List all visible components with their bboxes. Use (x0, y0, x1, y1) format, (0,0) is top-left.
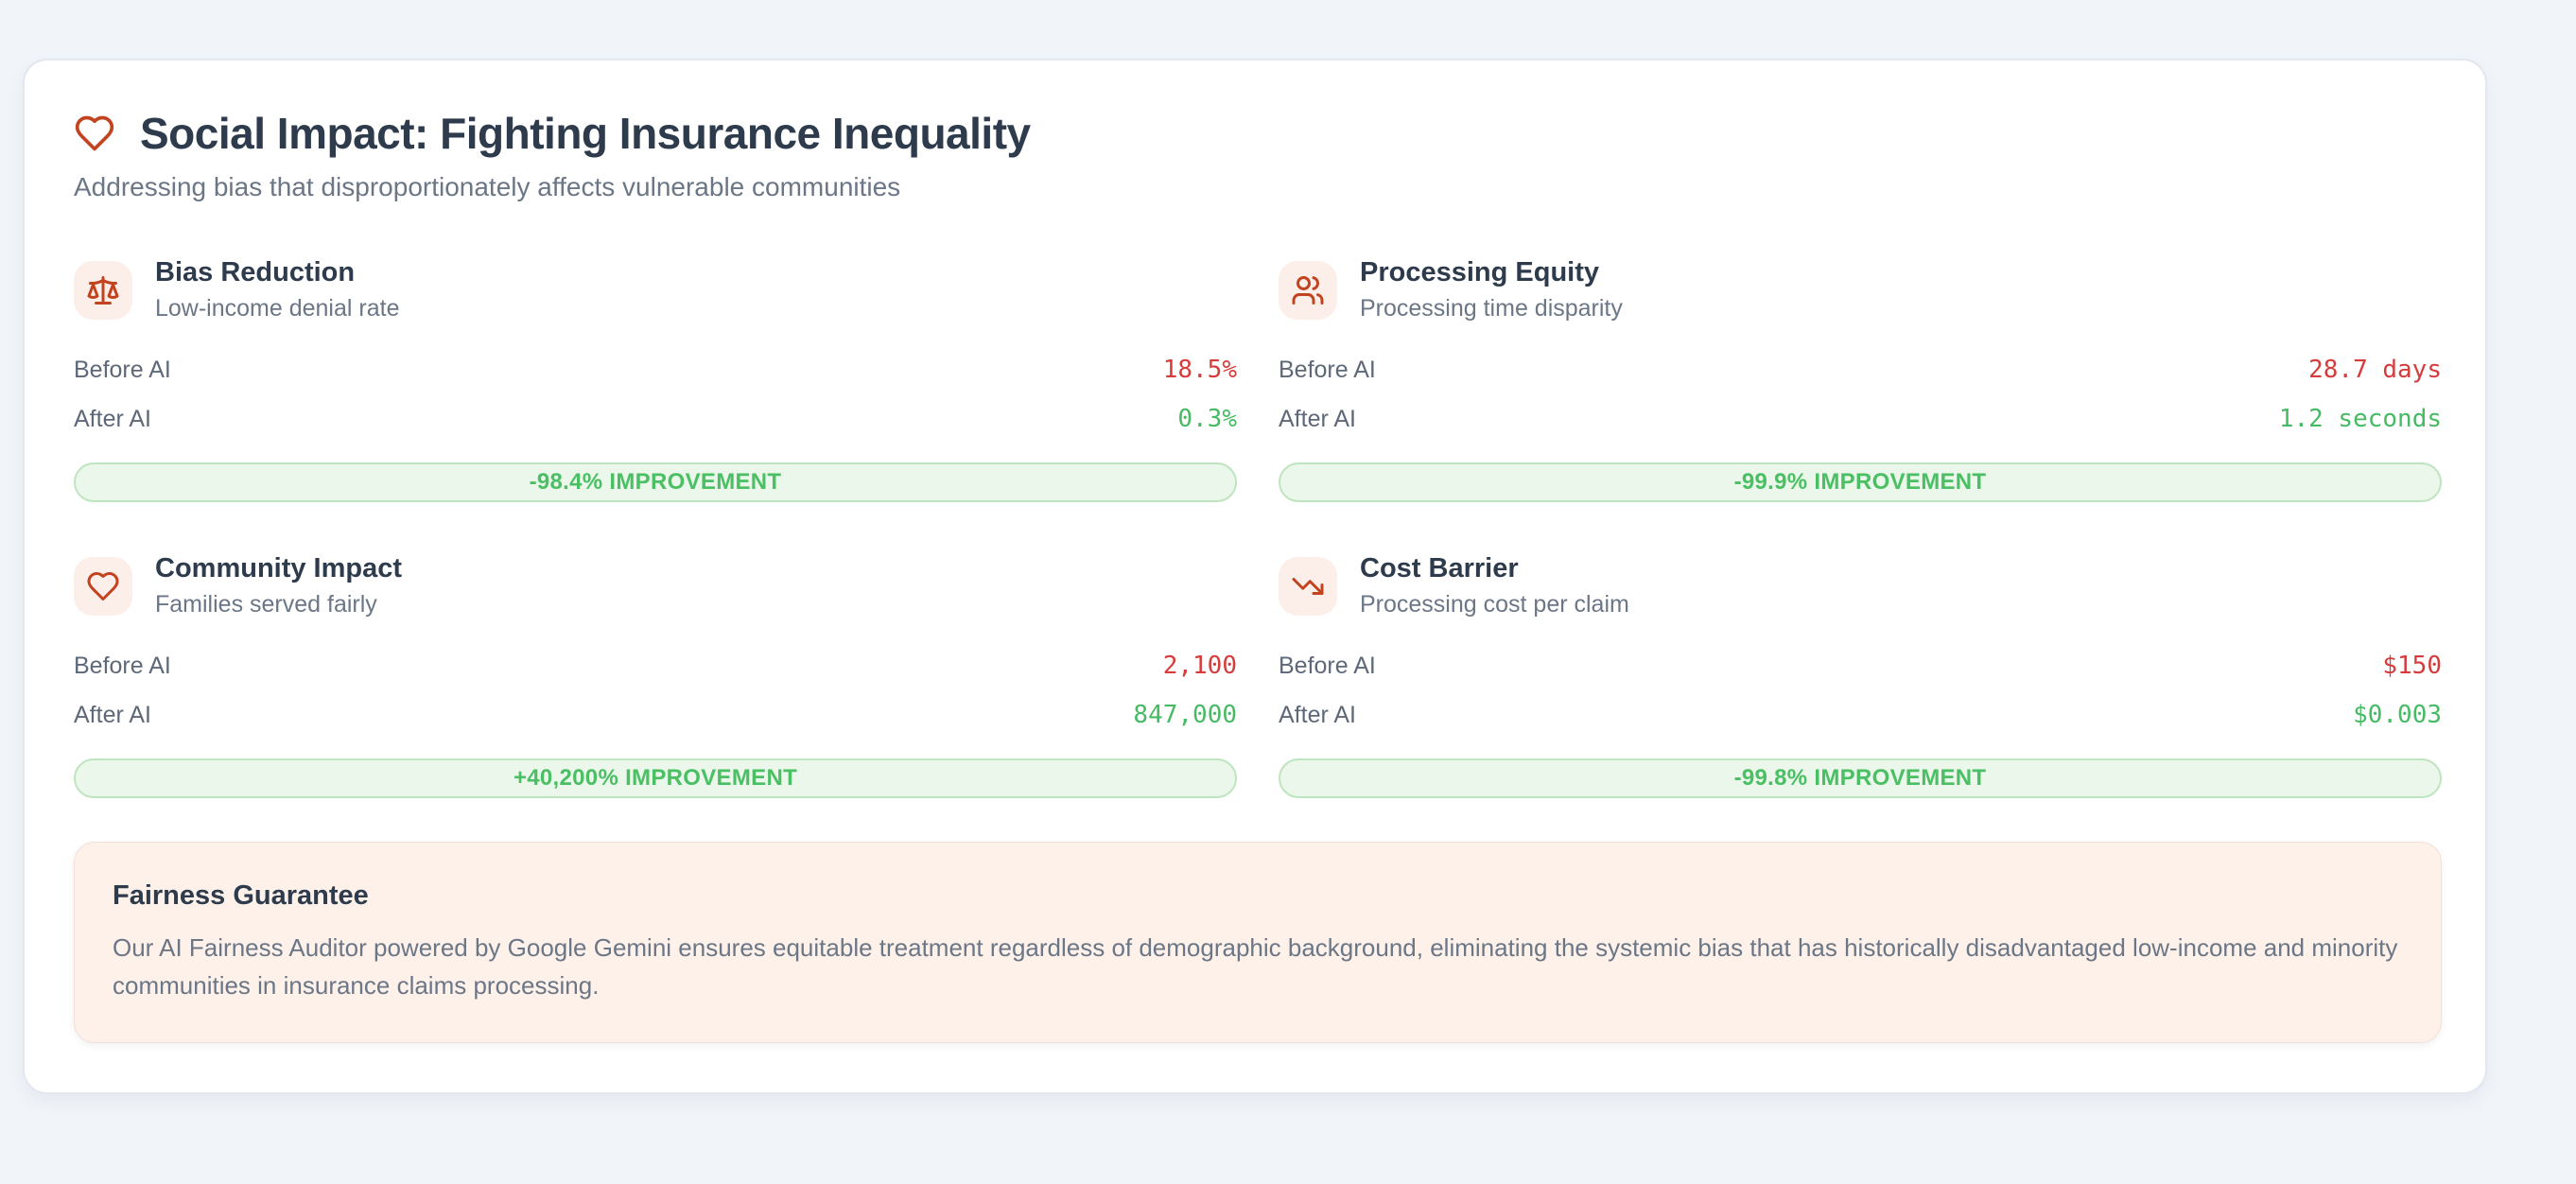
scale-icon (87, 275, 119, 305)
metric-card-processing-equity: Processing Equity Processing time dispar… (1279, 257, 2442, 502)
metric-title: Processing Equity (1360, 257, 1600, 287)
after-row: After AI $0.003 (1279, 690, 2442, 740)
fairness-body: Our AI Fairness Auditor powered by Googl… (113, 933, 2398, 1000)
metric-head: Community Impact Families served fairly (74, 553, 1237, 618)
social-impact-card: Social Impact: Fighting Insurance Inequa… (23, 59, 2487, 1094)
after-label: After AI (74, 701, 151, 728)
before-value: $150 (2382, 652, 2442, 680)
metric-title: Bias Reduction (155, 257, 356, 287)
metric-head: Cost Barrier Processing cost per claim (1279, 553, 2442, 618)
improvement-badge: -99.9% IMPROVEMENT (1279, 462, 2442, 502)
after-row: After AI 847,000 (74, 690, 1237, 740)
before-label: Before AI (1279, 652, 1376, 679)
fairness-title: Fairness Guarantee (113, 880, 369, 911)
metric-card-bias-reduction: Bias Reduction Low-income denial rate Be… (74, 257, 1237, 502)
after-value: 1.2 seconds (2278, 405, 2442, 433)
metrics-grid: Bias Reduction Low-income denial rate Be… (74, 257, 2442, 798)
fairness-guarantee-panel: Fairness Guarantee Our AI Fairness Audit… (74, 842, 2442, 1043)
metric-subtitle: Families served fairly (155, 591, 377, 618)
before-value: 18.5% (1162, 356, 1237, 384)
before-label: Before AI (1279, 356, 1376, 383)
after-row: After AI 0.3% (74, 394, 1237, 444)
metric-icon-wrap (74, 556, 132, 616)
after-label: After AI (1279, 405, 1356, 432)
before-value: 2,100 (1162, 652, 1237, 680)
improvement-badge: -98.4% IMPROVEMENT (74, 462, 1237, 502)
metric-subtitle: Processing time disparity (1360, 295, 1623, 322)
before-row: Before AI 18.5% (74, 345, 1237, 394)
before-row: Before AI 28.7 days (1279, 345, 2442, 394)
after-value: 847,000 (1133, 701, 1237, 729)
metric-card-cost-barrier: Cost Barrier Processing cost per claim B… (1279, 553, 2442, 798)
page-title: Social Impact: Fighting Insurance Inequa… (140, 109, 1031, 158)
after-row: After AI 1.2 seconds (1279, 394, 2442, 444)
page-header: Social Impact: Fighting Insurance Inequa… (74, 108, 2442, 159)
trending-down-icon (1292, 577, 1324, 595)
improvement-badge: -99.8% IMPROVEMENT (1279, 758, 2442, 798)
improvement-badge: +40,200% IMPROVEMENT (74, 758, 1237, 798)
before-row: Before AI 2,100 (74, 641, 1237, 690)
before-label: Before AI (74, 356, 171, 383)
metric-title: Community Impact (155, 553, 403, 583)
metric-title: Cost Barrier (1360, 553, 1519, 583)
metric-icon-wrap (1279, 556, 1337, 616)
after-label: After AI (1279, 701, 1356, 728)
before-label: Before AI (74, 652, 171, 679)
after-value: 0.3% (1177, 405, 1237, 433)
page-subtitle: Addressing bias that disproportionately … (74, 172, 901, 201)
metric-head: Processing Equity Processing time dispar… (1279, 257, 2442, 322)
before-value: 28.7 days (2308, 356, 2442, 384)
metric-subtitle: Low-income denial rate (155, 295, 400, 322)
metric-head: Bias Reduction Low-income denial rate (74, 257, 1237, 322)
metric-subtitle: Processing cost per claim (1360, 591, 1629, 618)
after-label: After AI (74, 405, 151, 432)
heart-icon (87, 571, 119, 601)
after-value: $0.003 (2353, 701, 2442, 729)
metric-icon-wrap (74, 260, 132, 320)
metric-icon-wrap (1279, 260, 1337, 320)
users-icon (1292, 275, 1324, 305)
metric-card-community-impact: Community Impact Families served fairly … (74, 553, 1237, 798)
heart-icon (75, 115, 114, 151)
before-row: Before AI $150 (1279, 641, 2442, 690)
